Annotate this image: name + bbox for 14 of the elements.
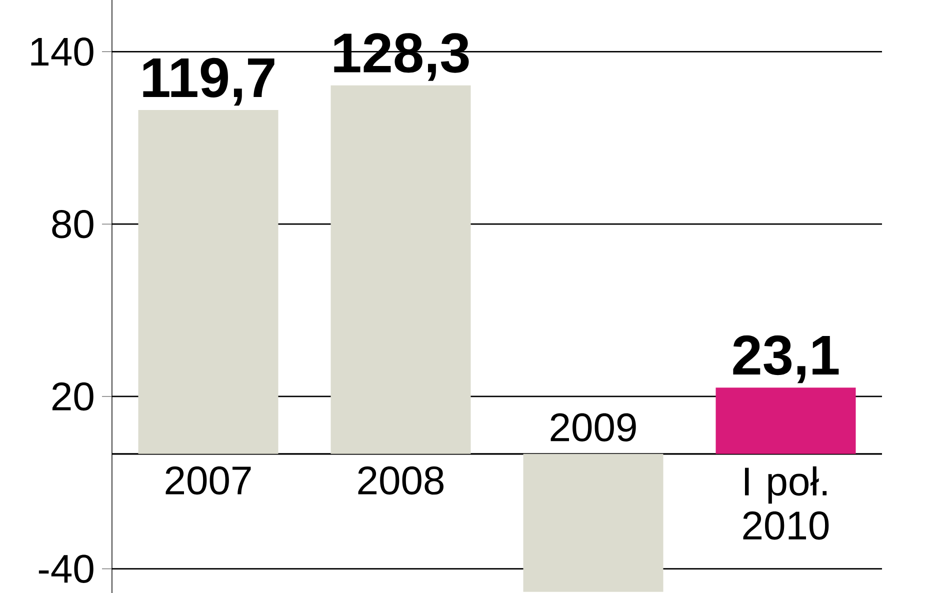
x-tick-label: 2007: [166, 466, 251, 495]
bar: [523, 454, 664, 592]
x-tick-label: 2008: [358, 466, 444, 495]
y-tick-label: 80: [52, 210, 94, 238]
y-tick-label: 140: [31, 38, 94, 66]
bar: [138, 110, 278, 454]
x-tick-label: I poł. 2010: [743, 466, 829, 540]
x-tick-label: 2009: [550, 413, 636, 442]
bar: [716, 388, 856, 454]
y-tick-label: -40: [38, 554, 94, 583]
bar: [330, 85, 471, 454]
y-tick-label: 20: [52, 382, 94, 411]
data-label: 23,1: [733, 335, 839, 384]
data-label: 119,7: [143, 58, 274, 106]
